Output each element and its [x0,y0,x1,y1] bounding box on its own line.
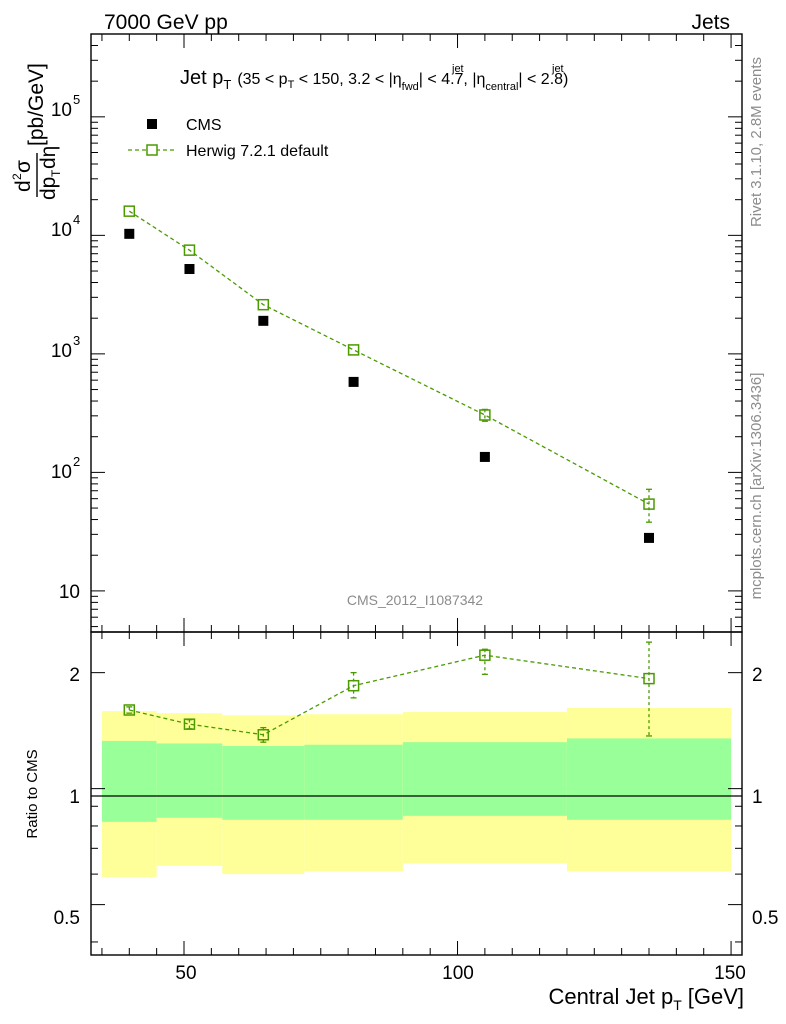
cms-point [184,264,195,275]
legend-cms-label: CMS [186,117,222,134]
ratio-herwig-point [347,679,360,692]
ylabel-T: T [49,169,63,177]
header-left: 7000 GeV pp [104,11,228,34]
herwig-point [257,298,270,311]
chart-title: Jet pT (35 < pT < 150, 3.2 < |ηfwd| < 4.7… [180,63,568,93]
cms-point [124,228,135,239]
x-tick-labels: 50 100 150 [175,963,745,984]
main-plot-data [123,205,655,543]
title-jet-sup-central: jet [551,63,564,75]
herwig-point [643,498,655,510]
y-tick-label-100: 10 [51,462,72,483]
y-tick-label-100-exp: 2 [73,454,80,469]
y-tick-label-10: 10 [59,582,80,603]
main-y-ticks [91,33,742,628]
uncertainty-bands [101,707,732,877]
title-sub-T: T [223,77,231,92]
ratio-tick-label-05-right: 0.5 [752,908,778,929]
ylabel-unit: [pb/GeV] [25,63,48,146]
title-jet-sup-fwd: jet [451,63,464,75]
legend-herwig-label: Herwig 7.2.1 default [186,143,329,160]
cms-point [258,315,269,326]
x-tick-label-150: 150 [714,963,746,984]
herwig-point [479,409,491,421]
main-y-axis-label: d 2 σ dp T dη [pb/GeV] [10,63,63,200]
herwig-line [128,210,650,505]
xlabel-sub: T [673,997,682,1013]
legend-herwig-marker [146,144,158,156]
ratio-herwig-point [183,718,196,730]
green-band-5 [566,738,732,820]
title-close: | < 2.8) [518,71,568,88]
x-tick-label-50: 50 [175,963,196,984]
ratio-plot-data [123,641,655,743]
green-band-1 [156,743,223,818]
ratio-herwig-point [643,672,655,685]
ratio-herwig-point [123,704,136,716]
xlabel-unit: [GeV] [688,984,744,1009]
ratio-tick-label-1-left: 1 [69,787,80,808]
xlabel-main: Central Jet p [548,984,673,1009]
ratio-y-tick-labels: 2 1 0.5 2 1 0.5 [54,665,779,929]
ylabel-d: d [12,180,35,192]
x-ticks [101,34,732,955]
title-sub-T2: T [288,79,295,91]
y-tick-label-1000-exp: 3 [73,333,80,348]
rivet-label: Rivet 3.1.10, 2.8M events [748,57,765,227]
title-mid2: | < 4.7, |η [419,71,486,88]
title-mid1: < 150, 3.2 < |η [294,71,401,88]
ylabel-sigma: σ [12,160,35,173]
ratio-y-axis-label: Ratio to CMS [24,749,41,838]
ratio-y-ticks [91,672,742,943]
mcplots-label: mcplots.cern.ch [arXiv:1306.3436] [748,373,765,600]
title-open: (35 < p [237,71,287,88]
main-y-tick-labels: 10 10 2 10 3 10 4 10 5 [51,92,80,603]
y-tick-label-10000-exp: 4 [73,212,80,227]
ratio-tick-label-2-left: 2 [69,665,80,686]
ratio-tick-label-05-left: 0.5 [54,908,80,929]
cms-point [348,376,359,387]
y-tick-label-100000: 10 [51,100,72,121]
ratio-plot-frame [90,631,743,956]
ratio-herwig-line [129,654,650,736]
ratio-tick-label-1-right: 1 [752,787,763,808]
header-right: Jets [691,11,730,34]
svg-text:Jet pT(35 < pT < 150, 3.2 < |η: Jet pT (35 < pT < 150, 3.2 < |ηfwd| < 4.7… [180,67,568,93]
green-band-3 [304,744,403,820]
herwig-point [347,344,360,356]
ylabel-deta: dη [37,146,60,169]
ylabel-2: 2 [10,173,24,180]
cms-point [644,532,654,543]
analysis-label: CMS_2012_I1087342 [347,592,483,608]
ylabel-dp: dp [37,177,60,200]
x-axis-label: Central Jet pT [GeV] [548,984,744,1013]
y-tick-label-10000: 10 [51,220,72,241]
legend: CMS Herwig 7.2.1 default [128,117,329,160]
green-band-2 [222,746,305,820]
cms-point [479,451,490,462]
legend-cms-marker [147,119,157,129]
herwig-point [183,244,196,256]
ratio-tick-label-2-right: 2 [752,665,763,686]
ratio-herwig-point [257,728,270,741]
y-tick-label-100000-exp: 5 [73,92,80,107]
green-band-4 [402,742,567,816]
herwig-point [123,205,136,217]
y-tick-label-1000: 10 [51,341,72,362]
x-tick-label-100: 100 [442,963,474,984]
title-central: central [485,81,518,93]
ratio-herwig-point [479,649,491,661]
title-fwd: fwd [402,81,419,93]
green-band-0 [101,740,157,822]
title-jet: Jet p [180,67,223,89]
